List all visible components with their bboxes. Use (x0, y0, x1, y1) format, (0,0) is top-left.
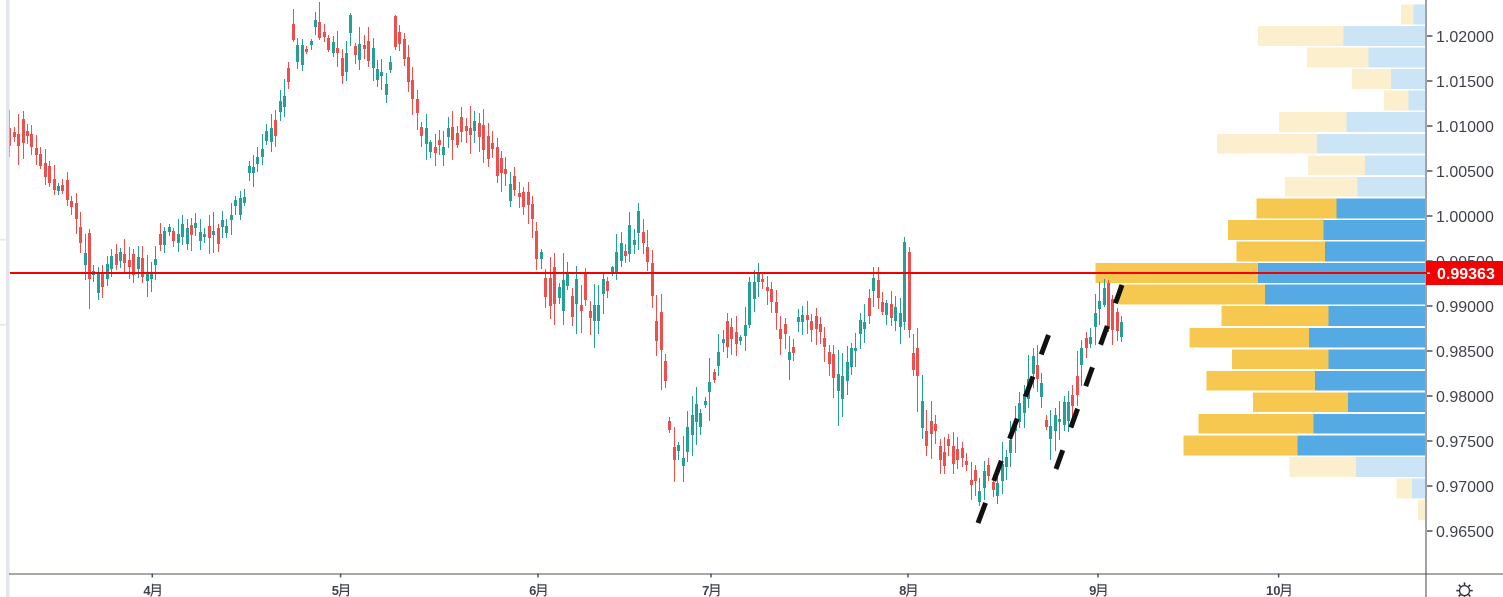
svg-text:0.98500: 0.98500 (1436, 344, 1494, 361)
svg-text:1.00500: 1.00500 (1436, 164, 1494, 181)
svg-text:1.00000: 1.00000 (1436, 209, 1494, 226)
svg-text:9: 9 (1089, 583, 1096, 597)
svg-text:5: 5 (332, 583, 339, 597)
svg-text:8: 8 (899, 583, 906, 597)
svg-text:0.97000: 0.97000 (1436, 479, 1494, 496)
svg-text:1.01500: 1.01500 (1436, 74, 1494, 91)
svg-text:0.99363: 0.99363 (1437, 266, 1495, 283)
svg-text:10: 10 (1266, 583, 1280, 597)
svg-text:6: 6 (529, 583, 536, 597)
svg-text:0.97500: 0.97500 (1436, 434, 1494, 451)
svg-text:1.02000: 1.02000 (1436, 29, 1494, 46)
svg-text:1.01000: 1.01000 (1436, 119, 1494, 136)
svg-text:0.96500: 0.96500 (1436, 524, 1494, 541)
svg-text:0.98000: 0.98000 (1436, 389, 1494, 406)
svg-text:0.99000: 0.99000 (1436, 299, 1494, 316)
svg-text:7: 7 (702, 583, 709, 597)
svg-text:4: 4 (143, 583, 151, 597)
